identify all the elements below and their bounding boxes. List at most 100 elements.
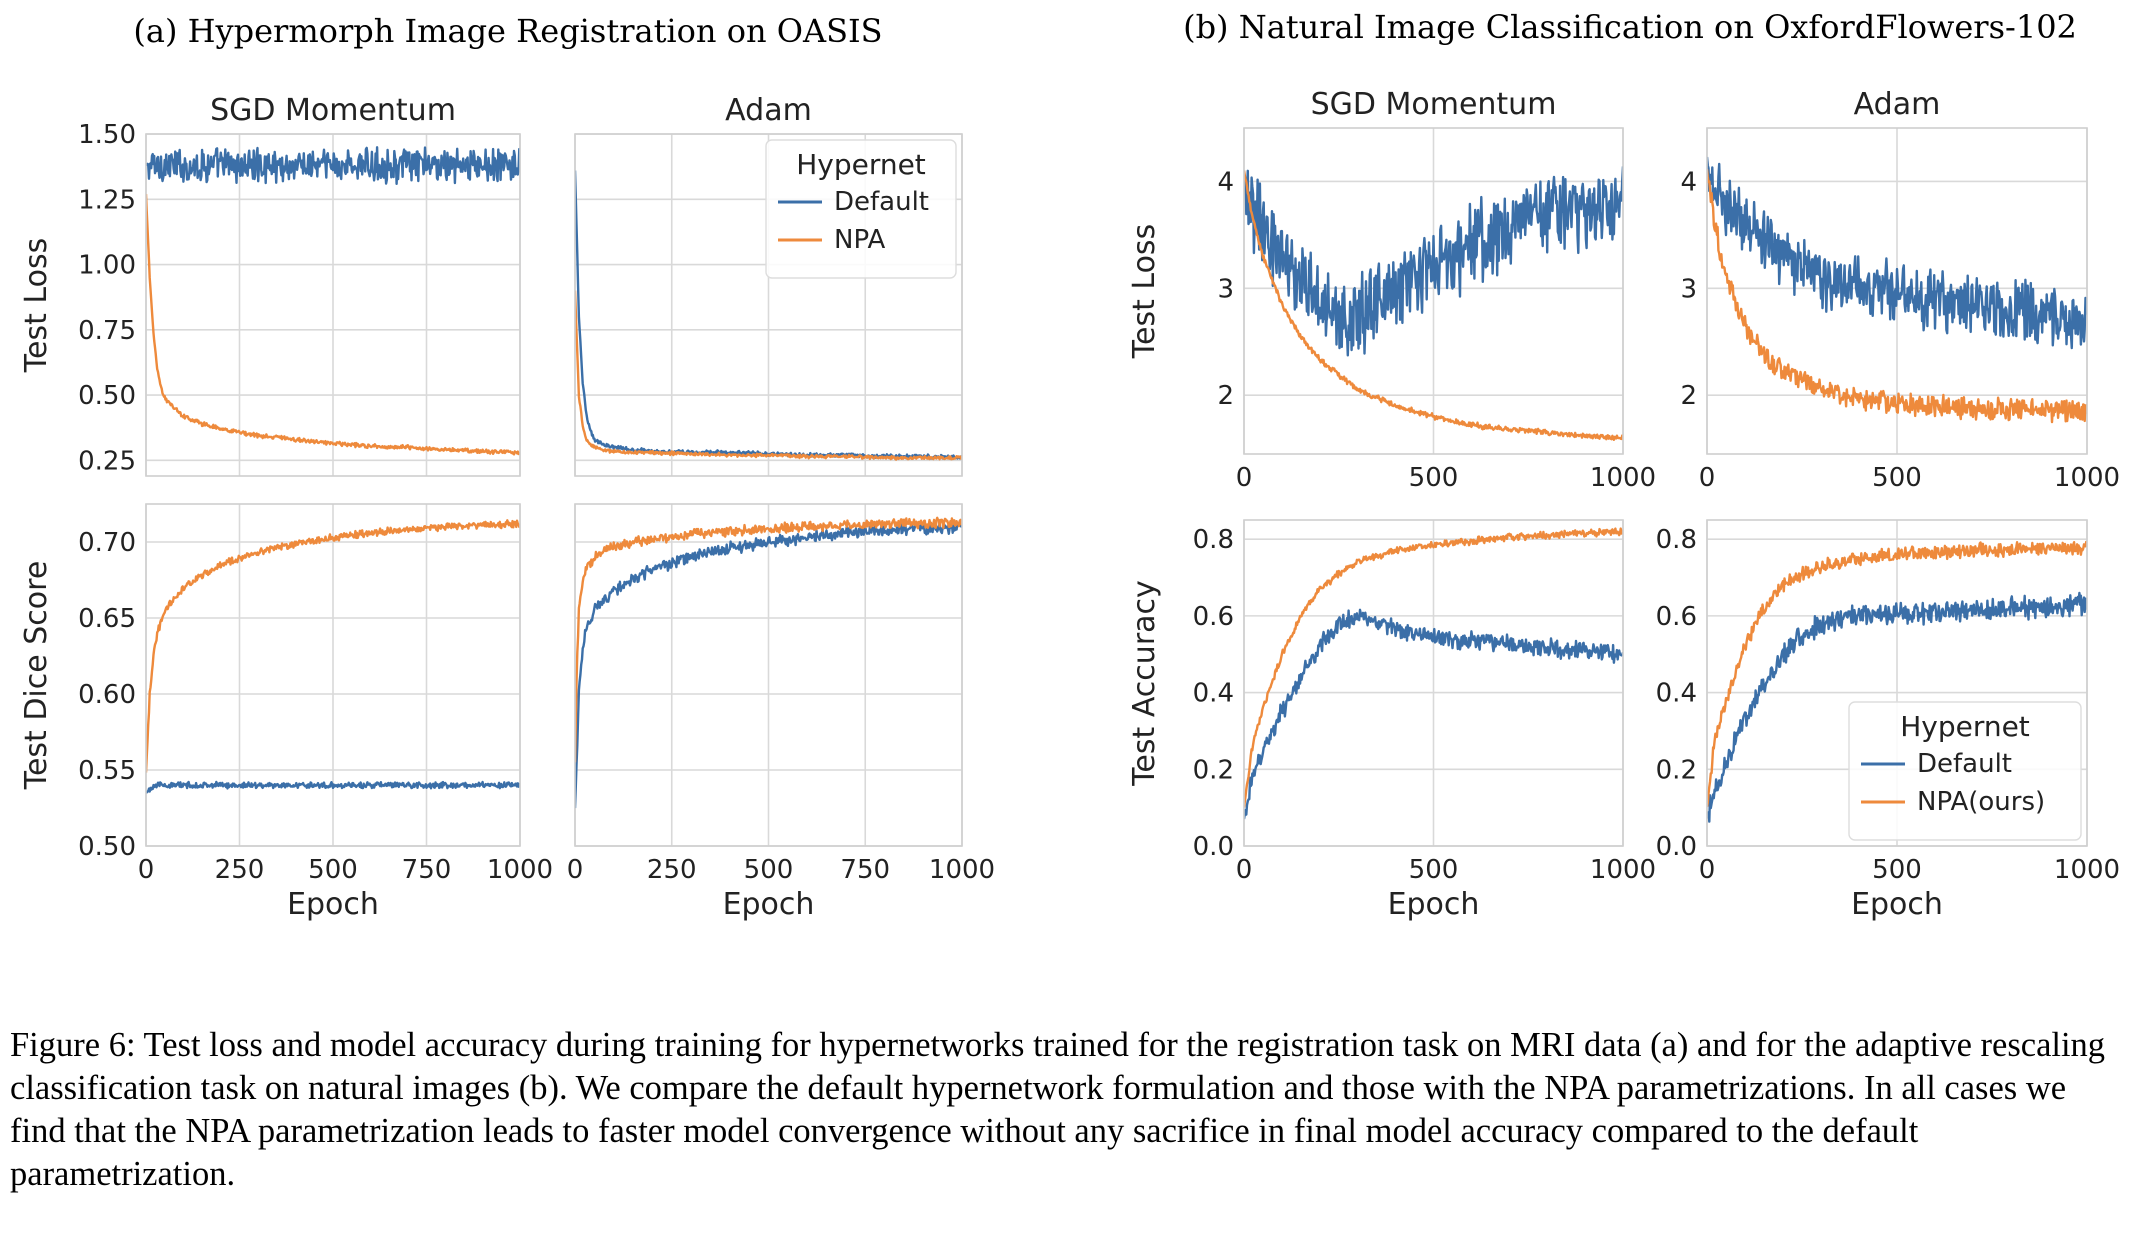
y-axis-label: Test Dice Score (19, 561, 54, 791)
chart-panel-a-adam-loss: Adam Hypernet Default NPA (574, 93, 963, 477)
series-line-npa (1707, 169, 2087, 424)
plot-frame (574, 133, 963, 477)
x-axis-label: Epoch (1851, 887, 1943, 922)
x-tick-label: 0 (1236, 463, 1253, 493)
legend-label-npa: NPA (834, 225, 885, 255)
x-axis-label: Epoch (723, 887, 815, 922)
y-tick-label: 4 (1217, 167, 1234, 197)
x-tick-label: 250 (215, 855, 265, 885)
series-line-npa (575, 290, 962, 461)
series-line-npa (146, 194, 520, 456)
chart-panel-b-sgd-loss: SGD Momentum 2 3 4 0 500 1000 Test Loss (1127, 87, 1656, 493)
y-tick-label: 0.50 (78, 381, 136, 411)
plot-frame (1706, 519, 2088, 847)
panel-title: SGD Momentum (1311, 87, 1557, 122)
y-axis-label: Test Accuracy (1127, 580, 1162, 787)
panel-title: Adam (725, 93, 812, 128)
legend-title: Hypernet (1900, 710, 2030, 743)
x-tick-label: 1000 (487, 855, 553, 885)
series-line-npa (1244, 170, 1623, 441)
x-tick-label: 0 (1699, 855, 1716, 885)
group-title-a: (a) Hypermorph Image Registration on OAS… (133, 12, 882, 50)
y-tick-label: 0.4 (1193, 679, 1234, 709)
y-tick-label: 0.50 (78, 832, 136, 862)
y-tick-label: 0.6 (1193, 602, 1234, 632)
series-line-npa (1244, 527, 1623, 808)
group-title-b: (b) Natural Image Classification on Oxfo… (1183, 8, 2077, 46)
chart-panel-a-adam-dice: 0 250 500 750 1000 Epoch (567, 503, 995, 922)
x-tick-label: 500 (1409, 855, 1459, 885)
y-tick-label: 0.0 (1193, 832, 1234, 862)
x-tick-label: 1000 (2054, 855, 2120, 885)
x-tick-label: 1000 (929, 855, 995, 885)
chart-panel-b-adam-acc: 0.0 0.2 0.4 0.6 0.8 0 500 1000 Epoch Hypernet Defa… (1656, 519, 2120, 922)
series-line-npa (575, 516, 962, 763)
legend: Hypernet Default NPA(ours) (1848, 701, 2082, 841)
plot-frame (1243, 127, 1624, 455)
series-line-default (1244, 608, 1623, 820)
legend: Hypernet Default NPA (765, 139, 957, 279)
x-tick-label: 500 (308, 855, 358, 885)
plot-frame (574, 503, 963, 847)
series-line-npa (1707, 540, 2087, 808)
series-line-default (146, 780, 520, 794)
x-tick-label: 250 (647, 855, 697, 885)
x-tick-label: 1000 (2054, 463, 2120, 493)
x-tick-label: 750 (402, 855, 452, 885)
series-line-default (1707, 156, 2087, 350)
legend-label-default: Default (834, 187, 929, 217)
y-tick-label: 0.55 (78, 756, 136, 786)
x-tick-label: 750 (840, 855, 890, 885)
y-tick-label: 0.70 (78, 528, 136, 558)
y-tick-label: 1.00 (78, 251, 136, 281)
y-tick-label: 4 (1680, 167, 1697, 197)
legend-title: Hypernet (796, 148, 926, 181)
y-tick-label: 0.8 (1193, 525, 1234, 555)
legend-label-default: Default (1917, 749, 2012, 779)
y-tick-label: 1.25 (78, 185, 136, 215)
y-tick-label: 0.8 (1656, 525, 1697, 555)
legend-box (1848, 701, 2082, 841)
legend-box (765, 139, 957, 279)
series-line-default (146, 146, 520, 185)
chart-panel-a-sgd-dice: 0.50 0.55 0.60 0.65 0.70 0 250 500 750 1000 Test D… (19, 503, 553, 922)
y-tick-label: 3 (1217, 274, 1234, 304)
y-tick-label: 0.25 (78, 446, 136, 476)
y-tick-label: 1.50 (78, 120, 136, 150)
x-axis-label: Epoch (1388, 887, 1480, 922)
series-line-default (1244, 166, 1623, 357)
chart-panel-b-adam-loss: Adam 2 3 4 0 500 1000 (1680, 87, 2120, 493)
y-axis-label: Test Loss (19, 238, 54, 373)
y-tick-label: 0.6 (1656, 602, 1697, 632)
y-tick-label: 0.2 (1193, 755, 1234, 785)
x-tick-label: 500 (1409, 463, 1459, 493)
y-tick-label: 0.65 (78, 604, 136, 634)
y-tick-label: 2 (1217, 381, 1234, 411)
chart-panel-b-sgd-acc: 0.0 0.2 0.4 0.6 0.8 0 500 1000 Test Accuracy Epoc… (1127, 519, 1656, 922)
x-tick-label: 500 (1872, 855, 1922, 885)
panel-title: SGD Momentum (210, 93, 456, 128)
y-tick-label: 0.2 (1656, 755, 1697, 785)
y-axis-label: Test Loss (1127, 224, 1162, 359)
figure-caption: Figure 6: Test loss and model accuracy d… (10, 1026, 2106, 1193)
plot-frame (1243, 519, 1624, 847)
y-tick-label: 0.0 (1656, 832, 1697, 862)
x-tick-label: 0 (567, 855, 584, 885)
y-tick-label: 0.60 (78, 680, 136, 710)
series-line-npa (146, 519, 520, 773)
y-tick-label: 3 (1680, 274, 1697, 304)
plot-frame (145, 503, 521, 847)
y-tick-label: 0.75 (78, 316, 136, 346)
y-tick-label: 0.4 (1656, 679, 1697, 709)
x-tick-label: 500 (1872, 463, 1922, 493)
chart-panel-a-sgd-loss: SGD Momentum 0.25 0.50 0.75 1.00 1.25 1.50 Test… (19, 93, 521, 477)
x-tick-label: 1000 (1590, 463, 1656, 493)
plot-frame (1706, 127, 2088, 455)
plot-frame (145, 133, 521, 477)
x-tick-label: 1000 (1590, 855, 1656, 885)
y-tick-label: 2 (1680, 381, 1697, 411)
x-tick-label: 0 (1236, 855, 1253, 885)
x-tick-label: 0 (138, 855, 155, 885)
legend-label-npa: NPA(ours) (1917, 787, 2045, 817)
